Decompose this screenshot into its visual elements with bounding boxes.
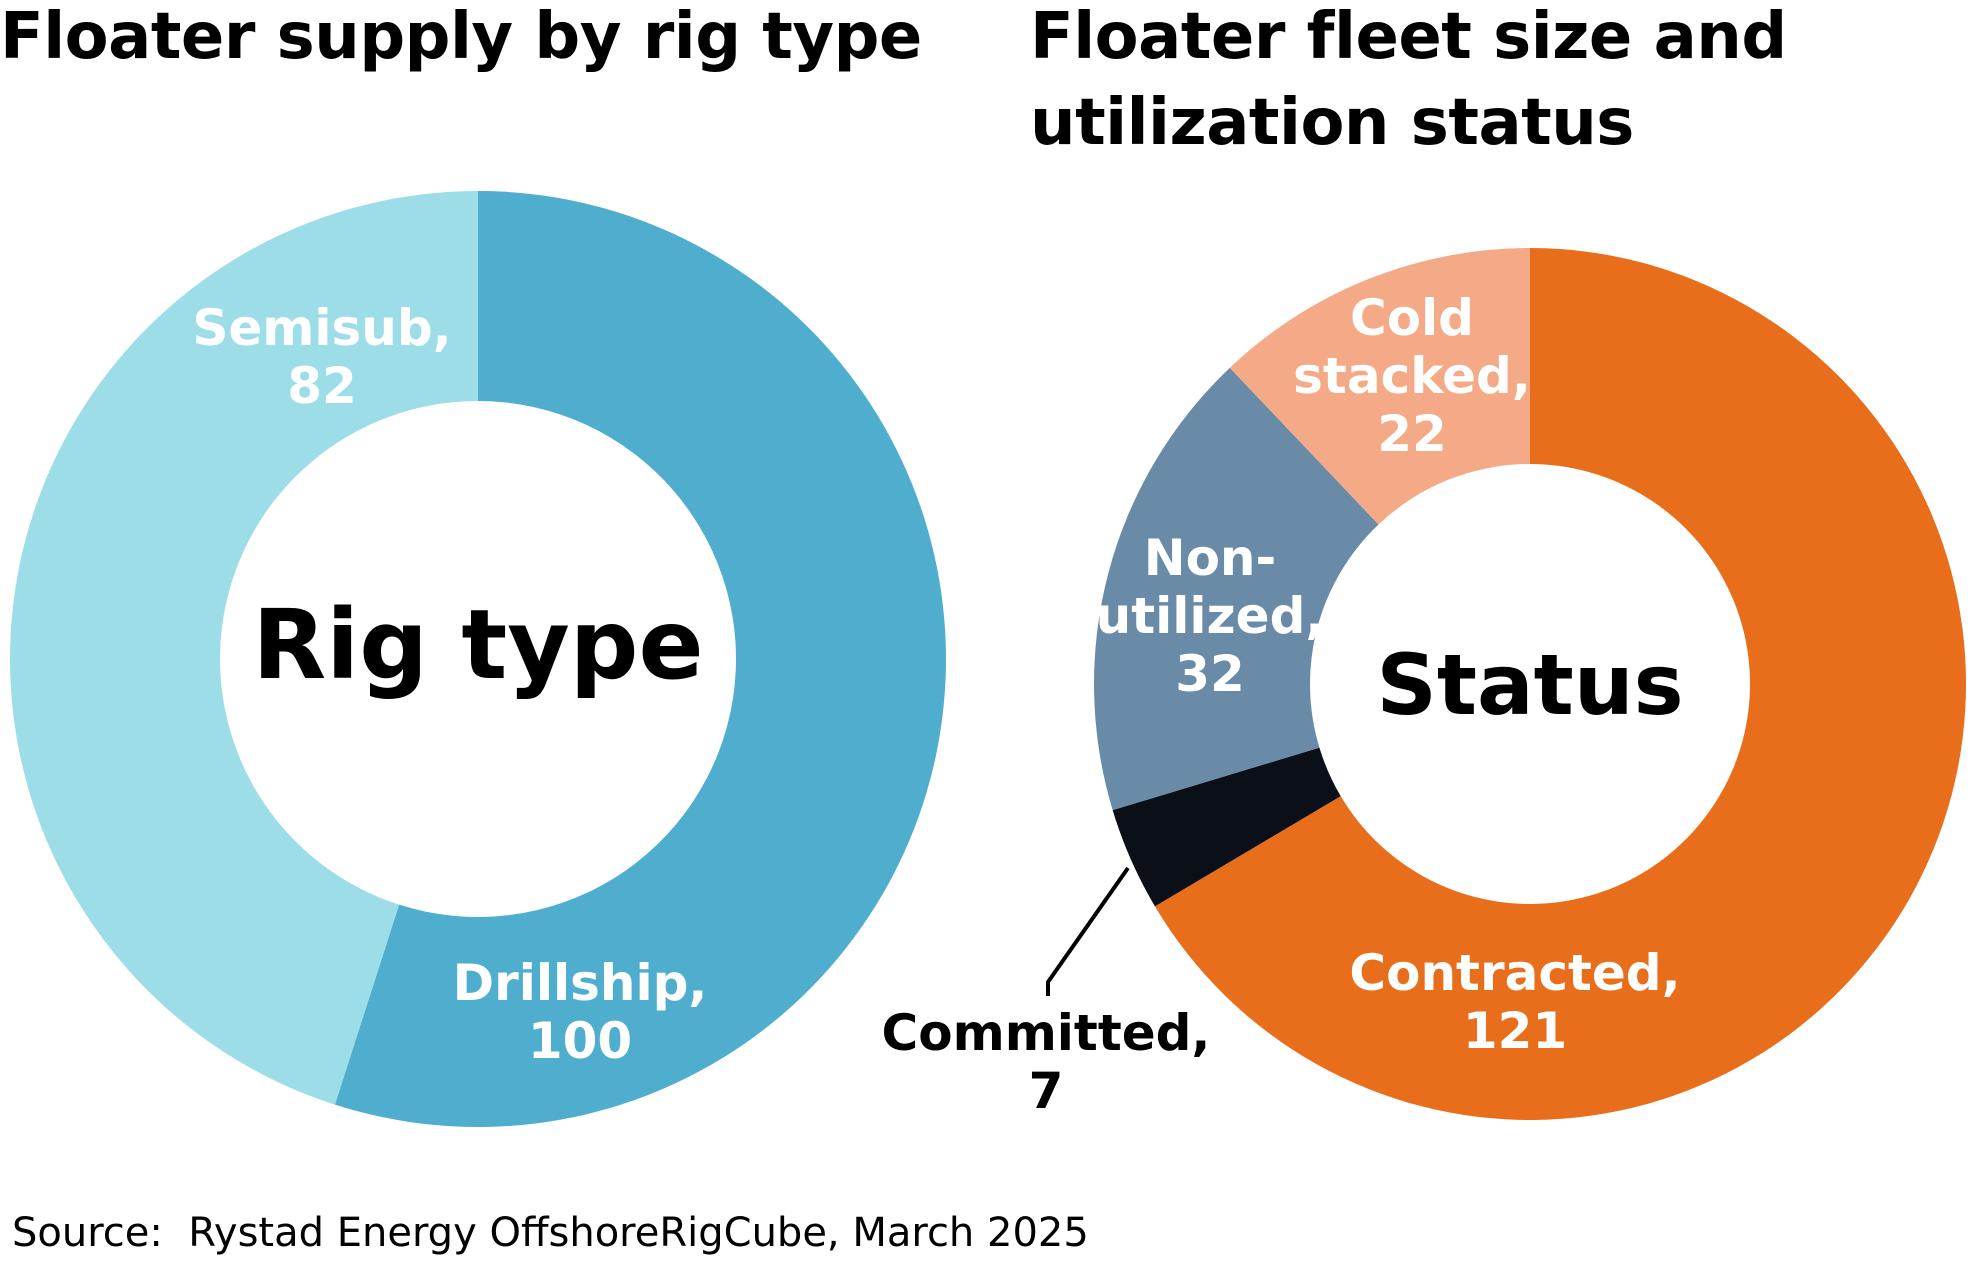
slice-non-utilized — [1094, 367, 1379, 811]
slice-contracted — [1154, 248, 1966, 1120]
slice-committed — [1112, 747, 1341, 907]
slice-drillship — [334, 191, 947, 1127]
center-label-rig-type: Rig type — [252, 589, 703, 701]
chart-title-rig-type: Floater supply by rig type — [0, 0, 922, 74]
source-note: Source: Rystad Energy OffshoreRigCube, M… — [12, 1210, 1089, 1256]
data-label-cold-stacked: Cold stacked, 22 — [1293, 289, 1531, 463]
donut-chart-status: Contracted, 121 Committed, 7 Non-utilized, 32… — [882, 248, 1966, 1120]
data-label-committed: Committed, 7 — [882, 1004, 1211, 1120]
center-label-status: Status — [1376, 636, 1683, 734]
committed-leader-line — [1046, 866, 1130, 996]
donut-chart-rig-type: Drillship, 100 Semisub, 82 — [10, 191, 947, 1127]
slice-cold-stacked — [1229, 248, 1530, 525]
chart-title-status: Floater fleet size and utilization statu… — [1030, 0, 1787, 160]
data-label-semisub: Semisub, 82 — [192, 299, 451, 415]
data-label-contracted: Contracted, 121 — [1349, 944, 1680, 1060]
slice-semisub — [10, 191, 478, 1105]
data-label-drillship: Drillship, 100 — [453, 954, 708, 1070]
data-label-non-utilized: Non-utilized, 32 — [1096, 529, 1325, 703]
